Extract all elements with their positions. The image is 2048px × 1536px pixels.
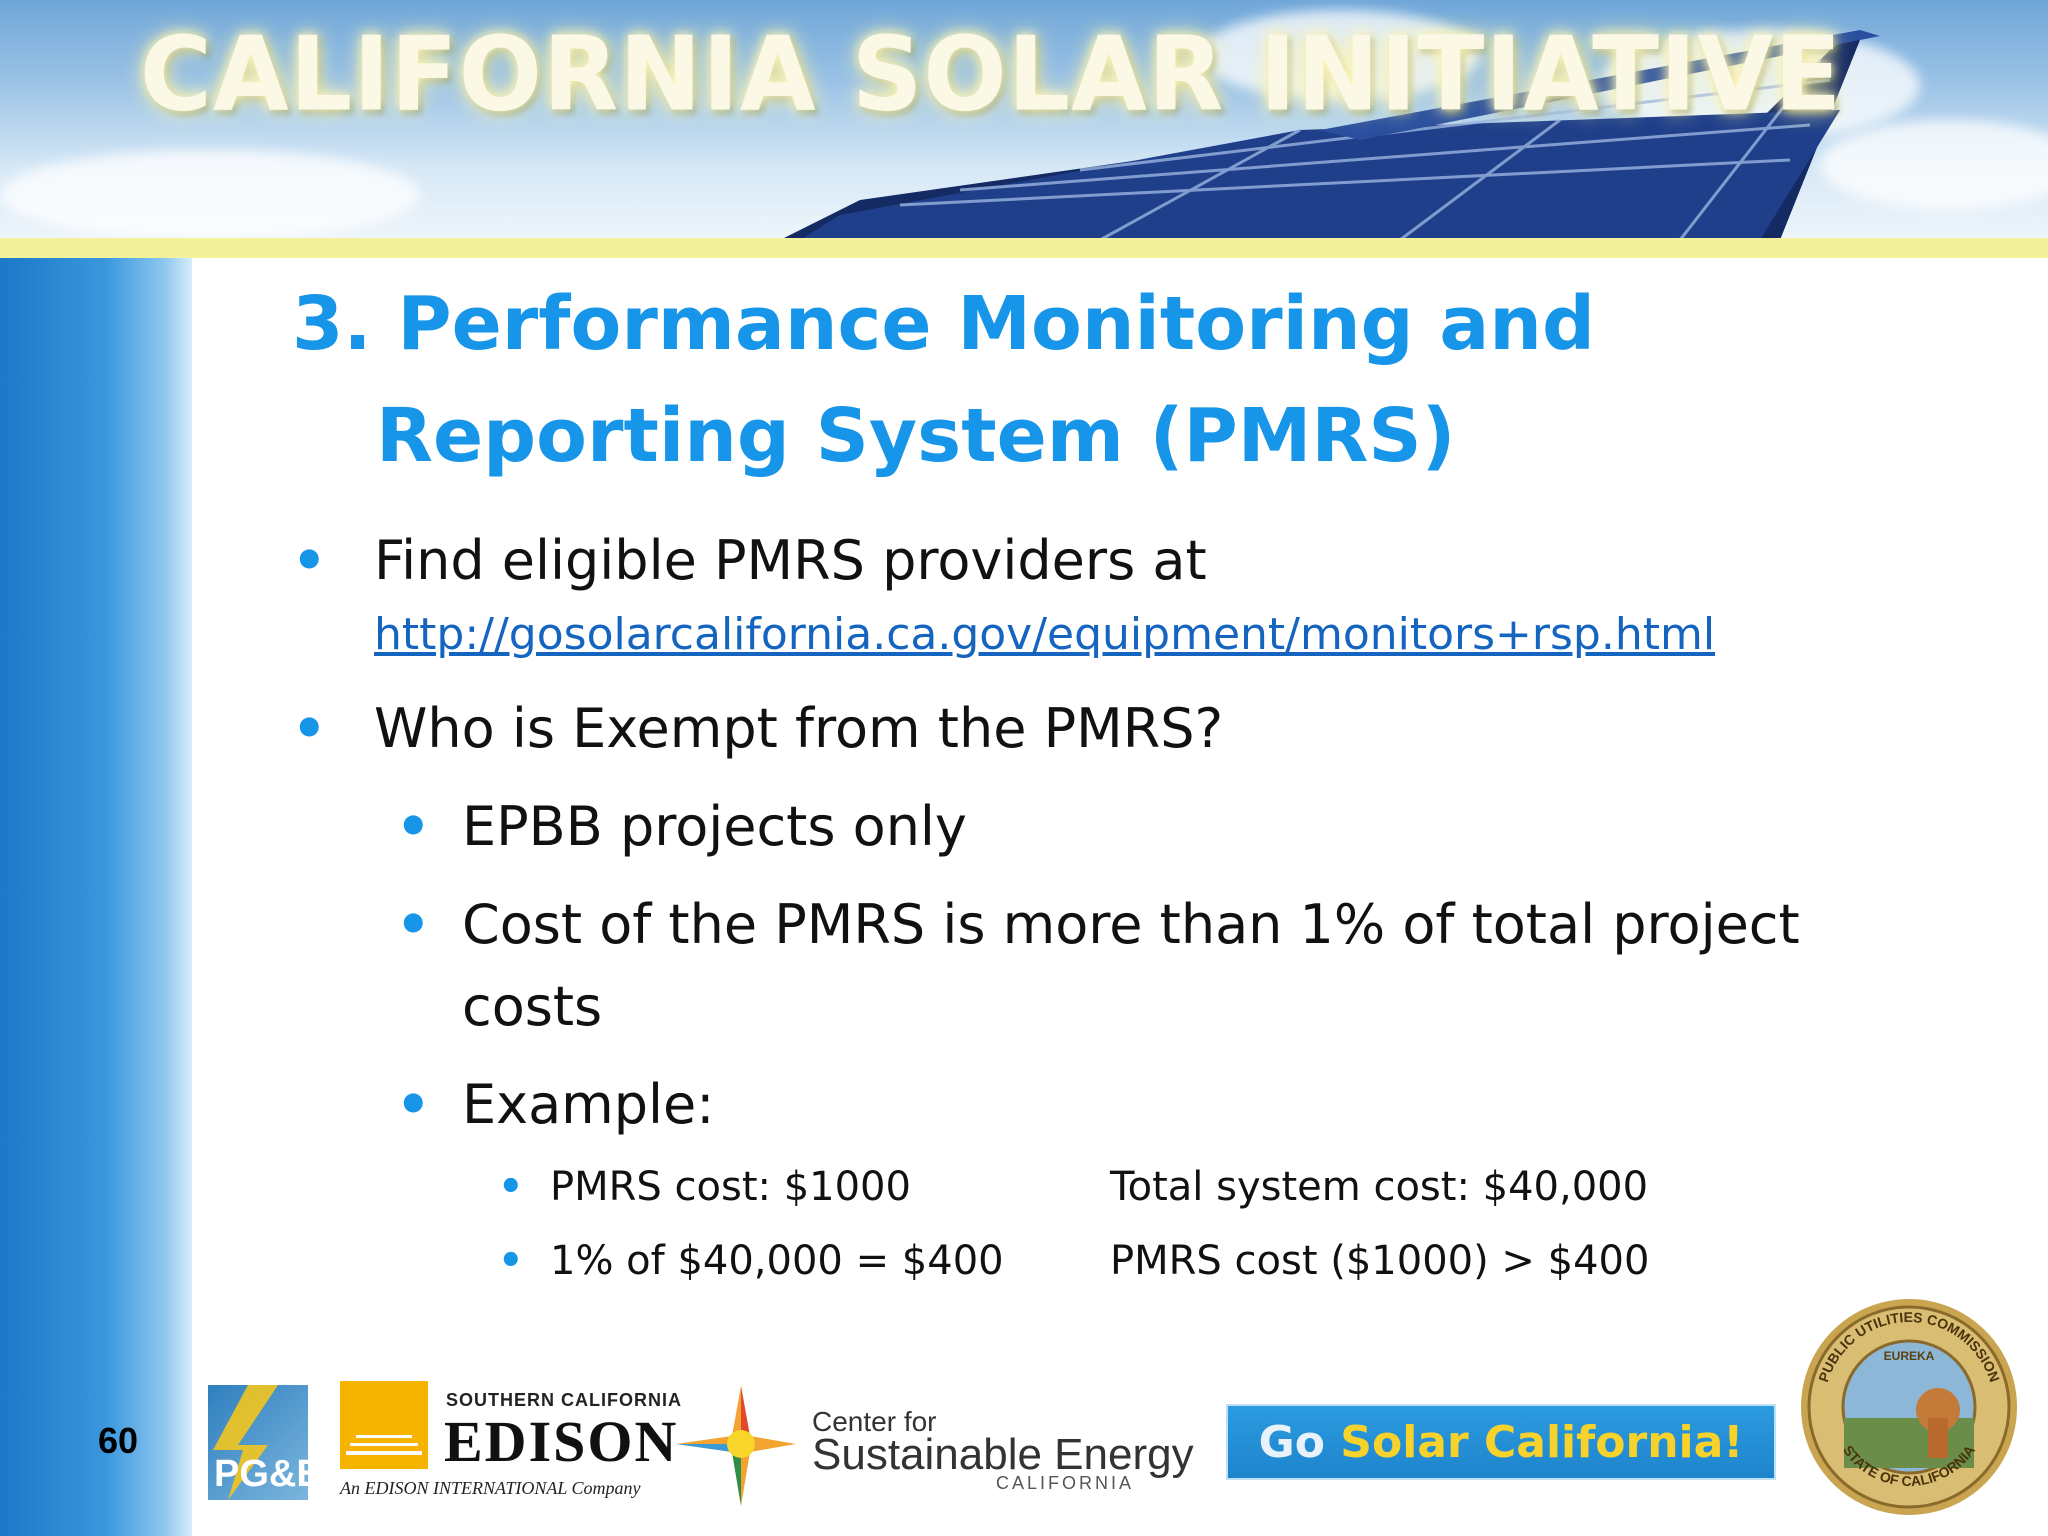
list-item: • EPBB projects only <box>292 786 1872 868</box>
title-line-1: 3. Performance Monitoring and <box>292 281 1595 367</box>
solar-panels-image <box>780 30 1880 240</box>
slide-number: 60 <box>98 1420 139 1461</box>
list-item: • Who is Exempt from the PMRS? <box>292 688 1872 770</box>
pge-logo: PG&E <box>208 1385 322 1500</box>
providers-link[interactable]: http://gosolarcalifornia.ca.gov/equipmen… <box>374 609 1716 660</box>
bullet-icon: • <box>396 1073 431 1136</box>
banner-divider <box>0 238 2048 258</box>
list-item: • Cost of the PMRS is more than 1% of to… <box>292 884 1872 1048</box>
sce-name: EDISON <box>444 1409 679 1474</box>
list-item: • Example: <box>292 1064 1872 1146</box>
bullet-icon: • <box>396 795 431 858</box>
title-line-2: Reporting System (PMRS) <box>376 393 1456 479</box>
bullet-icon: • <box>498 1238 524 1284</box>
cse-sub: CALIFORNIA <box>996 1473 1135 1493</box>
sce-sun-icon <box>340 1381 428 1469</box>
example-row: • PMRS cost: $1000 Total system cost: $4… <box>292 1150 1872 1224</box>
list-item: • Find eligible PMRS providers at <box>292 520 1872 602</box>
bullet-icon: • <box>292 529 327 592</box>
bullet-icon: • <box>292 697 327 760</box>
sce-subtitle: An EDISON INTERNATIONAL Company <box>340 1478 641 1498</box>
header-banner: CALIFORNIA SOLAR INITIATIVE <box>0 0 2048 240</box>
banner-title: CALIFORNIA SOLAR INITIATIVE <box>140 15 1843 135</box>
go-solar-california-logo: Go Solar California! <box>1228 1406 1774 1478</box>
example-row: • 1% of $40,000 = $400 PMRS cost ($1000)… <box>292 1224 1872 1298</box>
svg-text:EUREKA: EUREKA <box>1884 1349 1935 1363</box>
bullet-icon: • <box>498 1164 524 1210</box>
left-accent-bar <box>0 258 192 1536</box>
cse-top: Center for <box>812 1406 937 1437</box>
slide-title: 3. Performance Monitoring and Reporting … <box>292 268 1992 492</box>
cse-star-icon <box>676 1386 796 1506</box>
bullet-list: • Find eligible PMRS providers at http:/… <box>292 520 1872 1298</box>
sce-region: SOUTHERN CALIFORNIA <box>446 1390 682 1410</box>
cse-name: Sustainable Energy <box>812 1430 1194 1479</box>
cpuc-seal-icon: EUREKA PUBLIC UTILITIES COMMISSION STATE… <box>1801 1299 2017 1515</box>
bullet-icon: • <box>396 893 431 956</box>
